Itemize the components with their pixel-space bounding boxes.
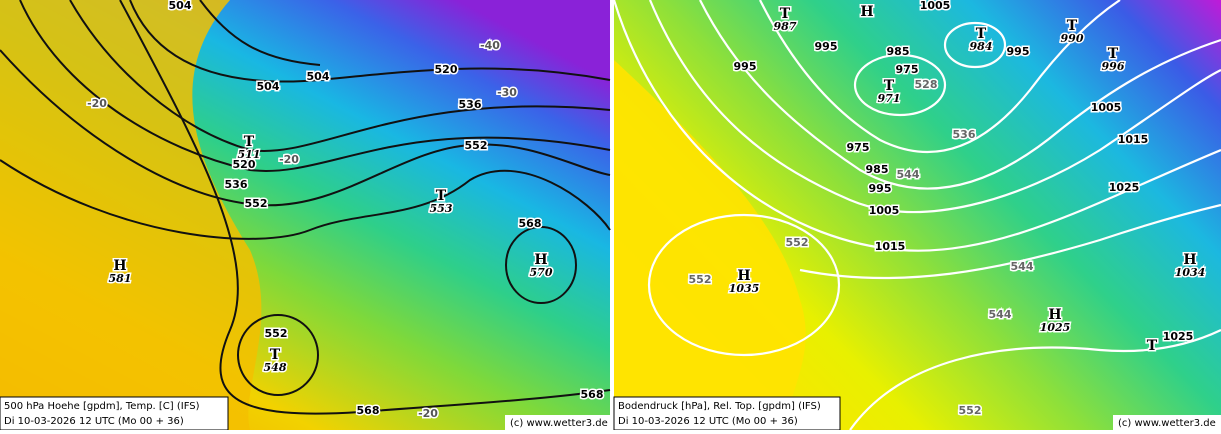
contour-label: 552 (245, 197, 268, 210)
pressure-center-symbol: T (884, 78, 895, 94)
caption-line: Di 10-03-2026 12 UTC (Mo 00 + 36) (618, 416, 798, 427)
pressure-center-value: 1025 (1040, 321, 1071, 334)
pressure-center-symbol: T (976, 26, 987, 42)
isobar-label: 975 (896, 63, 919, 76)
pressure-center-symbol: T (270, 347, 281, 363)
thickness-label: 552 (959, 404, 982, 417)
warm-air (0, 0, 262, 430)
contour-label: 504 (307, 70, 330, 83)
contour-label: 504 (257, 80, 280, 93)
pressure-center-value: 570 (530, 266, 553, 279)
contour-label: 568 (581, 388, 604, 401)
isobar-label: 1005 (920, 0, 951, 12)
contour-label: 552 (265, 327, 288, 340)
credit: (c) www.wetter3.de (1118, 418, 1216, 429)
caption-line: Di 10-03-2026 12 UTC (Mo 00 + 36) (4, 416, 184, 427)
pressure-center-value: 581 (109, 272, 132, 285)
contour-label: 536 (225, 178, 248, 191)
pressure-center-symbol: T (1067, 18, 1078, 34)
temperature-label: -20 (279, 153, 299, 166)
pressure-center-value: 548 (264, 361, 287, 374)
caption-box (613, 396, 841, 431)
isobar-label: 1005 (1091, 101, 1122, 114)
thickness-label: 552 (689, 273, 712, 286)
thickness-label: 528 (915, 78, 938, 91)
pressure-center-symbol: T (1108, 46, 1119, 62)
isobar-label: 1025 (1109, 181, 1140, 194)
thickness-label: 544 (1011, 260, 1034, 273)
pressure-center-value: 553 (430, 202, 453, 215)
geopotential-contours (0, 0, 611, 415)
isobar-label: 975 (847, 141, 870, 154)
pressure-center-symbol: T (436, 188, 447, 204)
isobar-label: 995 (1007, 45, 1030, 58)
contour-label: 504 (169, 0, 192, 12)
pressure-center-value: 987 (774, 20, 797, 33)
thickness-label: 536 (953, 128, 976, 141)
pressure-center-symbol: H (860, 4, 873, 20)
thickness-label: 544 (989, 308, 1012, 321)
isobar-label: 985 (887, 45, 910, 58)
temperature-label: -30 (497, 86, 517, 99)
credit-box (1113, 415, 1221, 430)
pressure-center-value: 984 (970, 40, 993, 53)
contour-label: 568 (519, 217, 542, 230)
pressure-center-value: 511 (238, 148, 261, 161)
contour-label: 552 (465, 139, 488, 152)
isobar-label: 1005 (869, 204, 900, 217)
pressure-center-symbol: T (244, 134, 255, 150)
temperature-label: -40 (480, 39, 500, 52)
pressure-center-symbol: H (534, 252, 547, 268)
pressure-center-value: 1035 (729, 282, 760, 295)
isobar-label: 995 (869, 182, 892, 195)
caption-line: 500 hPa Hoehe [gpdm], Temp. [C] (IFS) (4, 401, 200, 412)
warm-air (614, 60, 806, 430)
temperature-label: -20 (87, 97, 107, 110)
pressure-center-symbol: H (737, 268, 750, 284)
isobar-label: 1015 (1118, 133, 1149, 146)
isobars (612, 0, 1221, 431)
pressure-center-symbol: T (780, 6, 791, 22)
isobar-label: 995 (734, 60, 757, 73)
isobar-label: 985 (866, 163, 889, 176)
contour-label: 520 (435, 63, 458, 76)
credit-box (505, 415, 610, 430)
isobar-label: 1025 (1163, 330, 1194, 343)
pressure-center-value: 1034 (1175, 266, 1206, 279)
credit: (c) www.wetter3.de (510, 418, 608, 429)
pressure-center-value: 971 (878, 92, 901, 105)
panel-divider (610, 0, 614, 430)
contour-label: 536 (459, 98, 482, 111)
pressure-center-symbol: H (113, 258, 126, 274)
pressure-center-symbol: H (1048, 307, 1061, 323)
caption-line: Bodendruck [hPa], Rel. Top. [gpdm] (IFS) (618, 401, 821, 412)
temperature-label: -20 (418, 407, 438, 420)
isobar-label: 995 (815, 40, 838, 53)
thickness-label: 544 (897, 168, 920, 181)
contour-label: 568 (357, 404, 380, 417)
thickness-label: 552 (786, 236, 809, 249)
isobar-label: 1015 (875, 240, 906, 253)
pressure-center-symbol: H (1183, 252, 1196, 268)
pressure-center-symbol: T (1147, 338, 1158, 354)
contour-label: 520 (233, 158, 256, 171)
pressure-center-value: 990 (1061, 32, 1084, 45)
pressure-center-value: 996 (1102, 60, 1125, 73)
